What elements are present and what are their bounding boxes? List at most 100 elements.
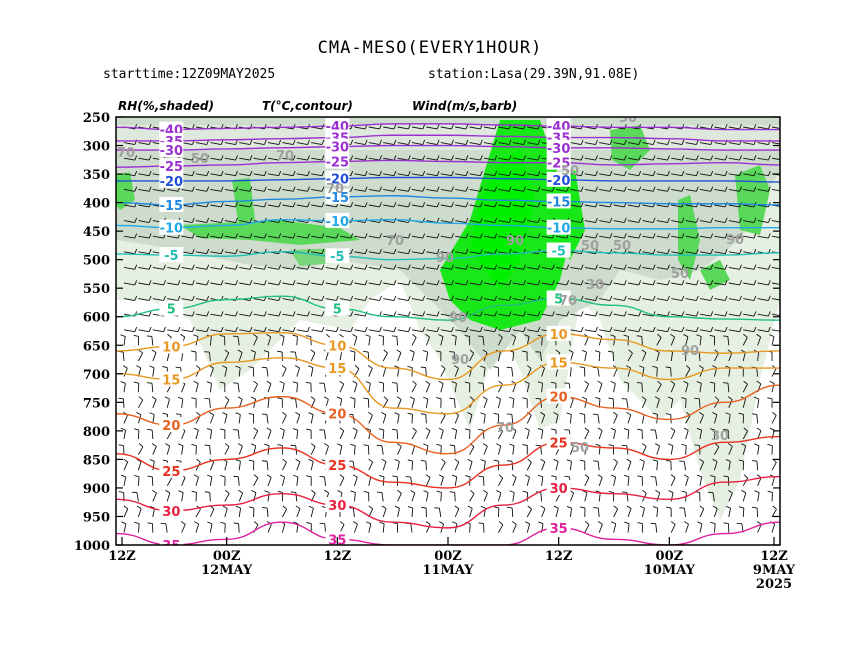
wind-barb-flag: [537, 381, 543, 384]
wind-barb-flag: [451, 326, 454, 332]
wind-barb: [656, 220, 668, 223]
wind-barb-flag: [368, 505, 374, 510]
wind-barb: [627, 266, 639, 270]
wind-barb: [166, 430, 172, 440]
wind-barb: [771, 368, 777, 377]
contour-label: 15: [550, 356, 568, 371]
wind-barb-flag: [364, 202, 368, 208]
wind-barb-flag: [667, 155, 670, 161]
wind-barb: [195, 282, 207, 286]
wind-barb-flag: [494, 202, 498, 208]
wind-barb: [238, 367, 241, 377]
wind-barb: [138, 220, 150, 223]
wind-barb: [239, 313, 251, 317]
wind-barb: [713, 523, 716, 533]
wind-barb-flag: [610, 334, 616, 337]
wind-barb-flag: [739, 155, 742, 161]
wind-barb: [353, 398, 356, 408]
contour-label-bg: [159, 502, 184, 518]
contour-label-bg: [325, 138, 350, 154]
wind-barb-flag: [523, 186, 526, 192]
x-tick-date: 10MAY: [644, 563, 696, 578]
wind-barb-flag: [177, 326, 181, 332]
wind-barb: [397, 266, 409, 270]
wind-barb: [757, 282, 769, 286]
wind-barb: [210, 204, 222, 208]
wind-barb-flag: [408, 139, 411, 145]
wind-barb-flag: [493, 459, 499, 462]
wind-barb: [699, 336, 702, 346]
wind-barb: [454, 368, 459, 377]
wind-barb: [455, 157, 467, 161]
wind-barb: [713, 461, 718, 471]
wind-barb-flag: [393, 280, 397, 286]
wind-barb-flag: [756, 333, 761, 338]
wind-barb-flag: [743, 474, 748, 479]
wind-barb: [511, 414, 514, 424]
wind-barb: [627, 173, 639, 177]
wind-barb-flag: [652, 506, 658, 509]
wind-barb-flag: [192, 170, 195, 176]
wind-barb-flag: [393, 124, 397, 130]
wind-barb-flag: [681, 186, 685, 192]
wind-barb: [411, 399, 415, 408]
wind-barb-flag: [666, 506, 672, 509]
wind-barb: [181, 282, 193, 286]
wind-barb-flag: [696, 381, 702, 384]
wind-barb: [181, 298, 193, 301]
wind-barb: [167, 266, 179, 270]
wind-barb: [699, 142, 711, 145]
wind-barb: [455, 313, 467, 317]
wind-barb: [469, 329, 481, 333]
wind-barb: [699, 383, 702, 393]
wind-barb-flag: [149, 365, 155, 369]
wind-barb: [282, 204, 294, 208]
wind-barb-flag: [220, 139, 224, 145]
wind-barb: [771, 477, 775, 486]
wind-barb-flag: [467, 458, 473, 462]
wind-barb: [642, 235, 654, 239]
rh-shade-90: [700, 260, 730, 290]
wind-barb: [138, 352, 144, 362]
wind-barb: [383, 204, 395, 208]
wind-barb-flag: [162, 366, 168, 369]
wind-barb: [454, 461, 460, 471]
wind-barb: [181, 235, 193, 239]
wind-barb-flag: [609, 295, 613, 301]
wind-barb-flag: [151, 443, 157, 447]
wind-barb-flag: [608, 397, 614, 400]
wind-barb-flag: [207, 521, 213, 525]
wind-barb: [655, 476, 658, 486]
wind-barb-flag: [196, 411, 201, 416]
wind-barb-flag: [638, 233, 642, 239]
wind-barb-flag: [365, 334, 371, 337]
wind-barb: [599, 204, 611, 208]
rh-label: 90: [681, 344, 699, 359]
wind-barb-flag: [407, 365, 413, 369]
wind-barb: [208, 352, 211, 362]
wind-barb: [483, 204, 495, 208]
temperature-contour: [116, 475, 780, 529]
wind-barb: [699, 188, 711, 192]
wind-barb-flag: [638, 311, 642, 317]
wind-barb: [138, 313, 150, 317]
wind-barb: [541, 476, 544, 486]
wind-barb: [714, 282, 726, 286]
wind-barb: [210, 266, 222, 270]
wind-barb: [584, 282, 596, 286]
wind-barb: [771, 188, 780, 192]
wind-barb-flag: [148, 155, 152, 161]
wind-barb: [138, 282, 150, 286]
wind-barb: [742, 384, 748, 393]
wind-barb-flag: [714, 396, 720, 401]
wind-barb: [540, 398, 543, 408]
wind-barb-flag: [725, 459, 731, 462]
wind-barb: [469, 266, 481, 270]
wind-barb-flag: [709, 428, 715, 431]
wind-barb: [483, 461, 486, 471]
wind-barb-flag: [281, 365, 287, 369]
wind-barb: [325, 445, 329, 455]
wind-barb: [411, 126, 423, 130]
wind-barb: [743, 142, 755, 145]
wind-barb: [627, 157, 639, 161]
